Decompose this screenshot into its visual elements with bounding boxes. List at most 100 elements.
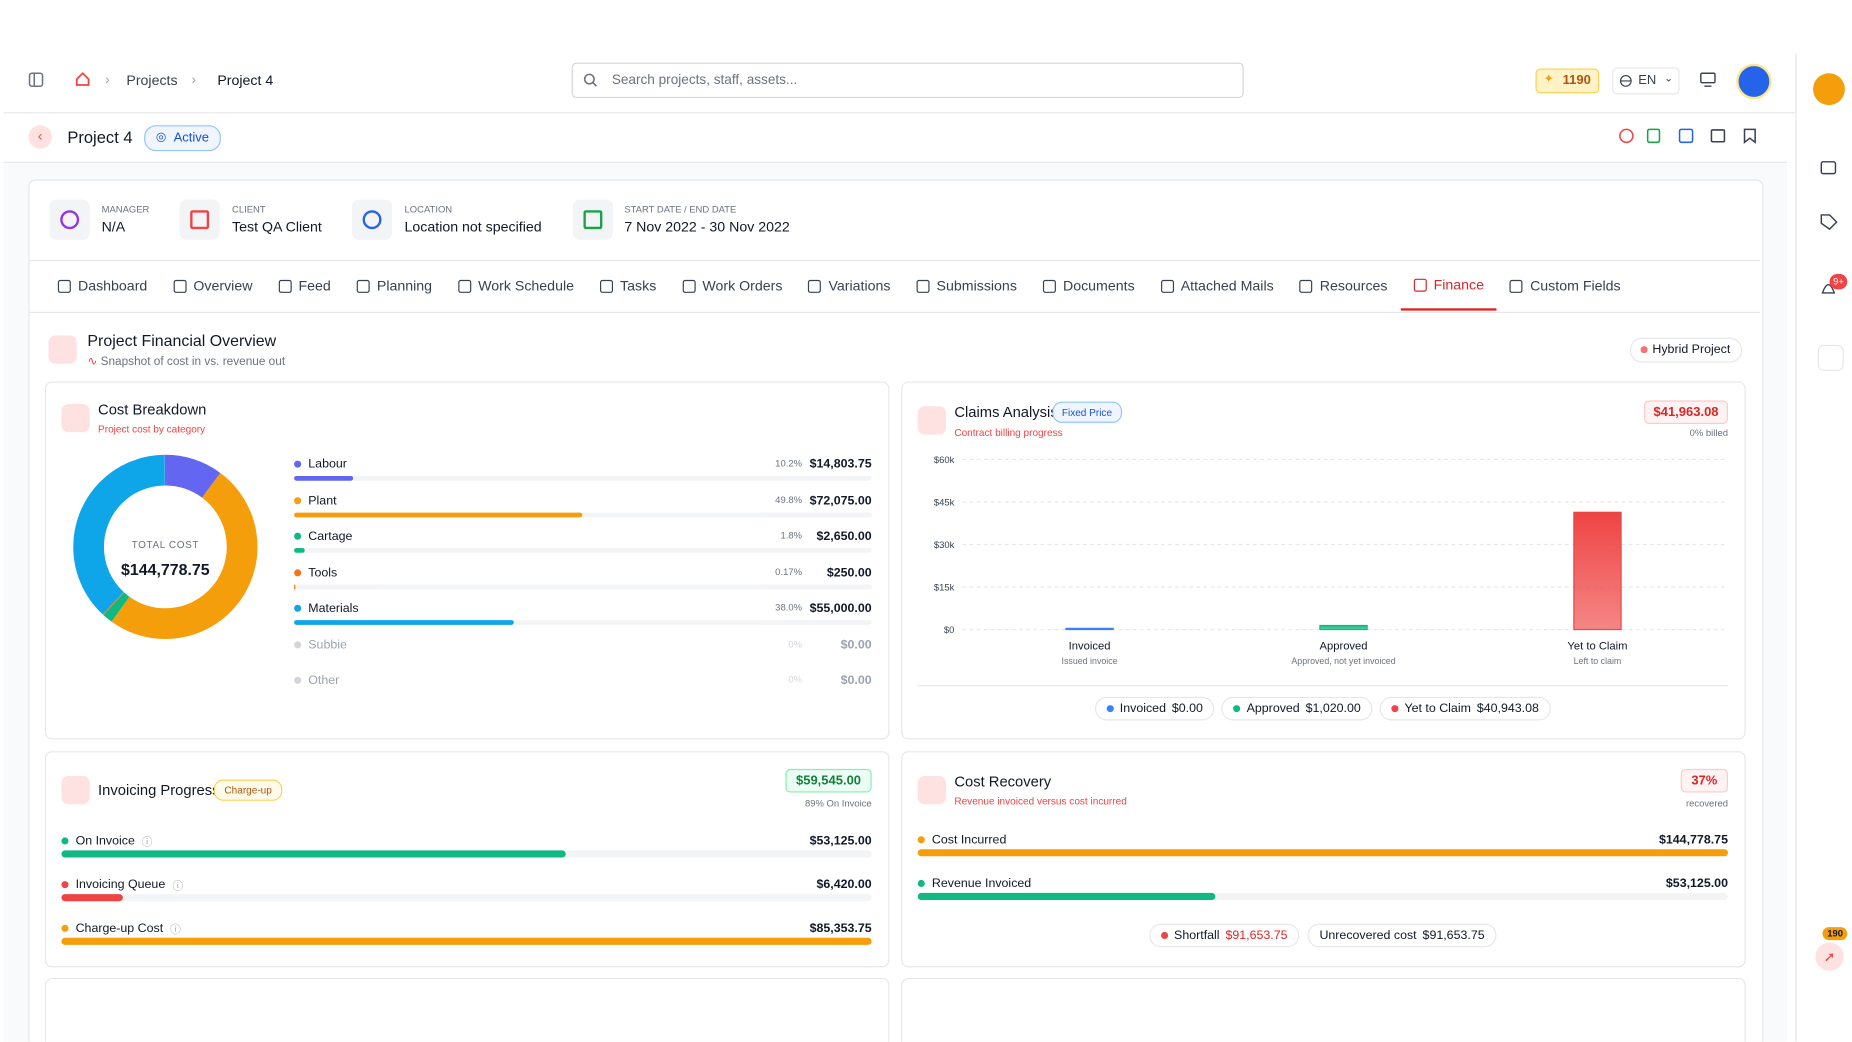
info-icon-glyph <box>190 210 210 230</box>
assistant-avatar[interactable] <box>1813 73 1845 106</box>
pill-dot <box>1161 931 1169 939</box>
tab[interactable]: Tasks <box>587 261 669 311</box>
pill: Unrecovered cost $91,653.75 <box>1307 923 1497 948</box>
card-subtitle: Contract billing progress <box>954 426 1063 439</box>
pricing-tag: Fixed Price <box>1052 401 1122 423</box>
rocket-button[interactable]: ➚ <box>1815 942 1844 971</box>
rail-icons[interactable] <box>1820 161 1838 326</box>
tab[interactable]: Variations <box>795 261 903 311</box>
row-amount: $144,778.75 <box>1658 832 1728 847</box>
row-name: Cost Incurred <box>931 832 1007 847</box>
points-badge[interactable]: ✦ 1190 <box>1535 68 1600 94</box>
row-name: Invoicing Queue <box>75 877 166 892</box>
tab-icon <box>1509 279 1523 293</box>
info-label: LOCATION <box>404 204 453 215</box>
x-tick-note: Issued invoice <box>1062 656 1118 666</box>
overview-subtitle-text: Snapshot of cost in vs. revenue out <box>100 355 286 369</box>
tab-bar <box>29 259 1760 313</box>
tab-label: Submissions <box>936 277 1017 295</box>
info-icon: ⓘ <box>172 879 184 892</box>
info-text: LOCATION Location not specified <box>405 204 542 235</box>
y-tick-label: $15k <box>934 583 955 594</box>
cost-bar <box>294 584 296 589</box>
row-name: On Invoice <box>75 833 135 849</box>
pill-amount: $1,020.00 <box>1305 701 1361 716</box>
info-text: CLIENT Test QA Client <box>232 204 322 235</box>
tab-icon <box>458 279 472 293</box>
tab[interactable]: Overview <box>160 261 265 311</box>
tab-icon <box>1160 279 1174 293</box>
card-title: Cost Recovery <box>954 773 1052 791</box>
donut-segment <box>73 454 258 639</box>
tab[interactable]: Resources <box>1287 261 1401 311</box>
tab[interactable]: Work Schedule <box>445 261 587 311</box>
progress-bar <box>61 894 123 902</box>
cost-icon <box>61 403 90 433</box>
y-tick-label: $60k <box>934 455 955 466</box>
cost-name: Other <box>308 673 340 688</box>
tab[interactable]: Work Orders <box>669 261 795 311</box>
cost-name: Materials <box>308 601 359 616</box>
invoicing-card <box>44 751 890 968</box>
tab[interactable]: Dashboard <box>45 261 160 311</box>
recovery-pills: Shortfall $91,653.75 Unrecovered cost $91,6… <box>918 923 1728 948</box>
cost-share: 0% <box>788 638 802 650</box>
sidebar-toggle[interactable] <box>28 72 44 87</box>
search-placeholder: Search projects, staff, assets... <box>611 73 798 88</box>
bar-track <box>294 512 872 517</box>
rail-button[interactable] <box>1817 344 1844 371</box>
legend-dot <box>294 676 302 684</box>
info-value: Test QA Client <box>232 218 322 236</box>
info-value: 7 Nov 2022 - 30 Nov 2022 <box>624 218 790 236</box>
pill-name: Invoiced <box>1119 701 1166 716</box>
back-button[interactable]: ‹ <box>28 125 52 149</box>
tab[interactable]: Feed <box>265 261 343 311</box>
info-item: LOCATION Location not specified <box>352 198 542 241</box>
pill: Approved $1,020.00 <box>1221 696 1373 721</box>
tab[interactable]: Custom Fields <box>1497 261 1634 311</box>
pill-dot <box>1233 705 1241 713</box>
legend-dot <box>294 568 302 576</box>
tab-icon <box>1042 279 1056 293</box>
claims-bar <box>1573 511 1622 631</box>
breadcrumb-sep: › <box>105 70 110 88</box>
tab-icon <box>682 279 696 293</box>
row-dot <box>61 924 69 932</box>
info-icon: ⓘ <box>141 836 153 849</box>
pill-name: Yet to Claim <box>1404 701 1471 716</box>
tab[interactable]: Attached Mails <box>1148 261 1287 311</box>
cost-bar <box>294 620 514 625</box>
pill: Invoiced $0.00 <box>1094 696 1215 721</box>
info-label: CLIENT <box>232 204 266 215</box>
claims-note: 0% billed <box>1689 427 1728 439</box>
search-box[interactable]: Search projects, staff, assets... <box>571 62 1244 99</box>
donut-total: $144,778.75 <box>121 562 210 579</box>
tab-label: Resources <box>1319 277 1388 295</box>
tab[interactable]: Finance <box>1400 261 1497 311</box>
tab-icon <box>1299 279 1313 293</box>
tab-label: Documents <box>1062 277 1135 295</box>
header-actions[interactable] <box>1618 128 1766 145</box>
breadcrumb[interactable]: Projects <box>126 72 178 89</box>
tab[interactable]: Documents <box>1030 261 1148 311</box>
x-tick-note: Approved, not yet invoiced <box>1291 656 1395 666</box>
info-label: MANAGER <box>101 204 150 215</box>
language-select[interactable]: EN ⌄ <box>1612 67 1680 95</box>
y-tick-label: $45k <box>934 498 955 509</box>
tab-icon <box>356 279 370 293</box>
tabs: Dashboard Overview Feed Planning Work Schedu… <box>45 261 1634 311</box>
home-icon[interactable] <box>74 71 91 88</box>
tab[interactable]: Submissions <box>903 261 1029 311</box>
user-avatar[interactable] <box>1736 63 1772 100</box>
monitor-icon[interactable] <box>1700 72 1717 87</box>
bar-track <box>294 584 872 589</box>
bar-track <box>294 475 872 481</box>
tab[interactable]: Planning <box>344 261 445 311</box>
info-icon <box>352 199 393 240</box>
donut-segment <box>73 454 258 639</box>
overview-title: Project Financial Overview <box>87 331 277 350</box>
cost-bar <box>294 475 354 481</box>
invoicing-amount: $59,545.00 <box>785 768 872 793</box>
badge-dot <box>1640 346 1648 354</box>
